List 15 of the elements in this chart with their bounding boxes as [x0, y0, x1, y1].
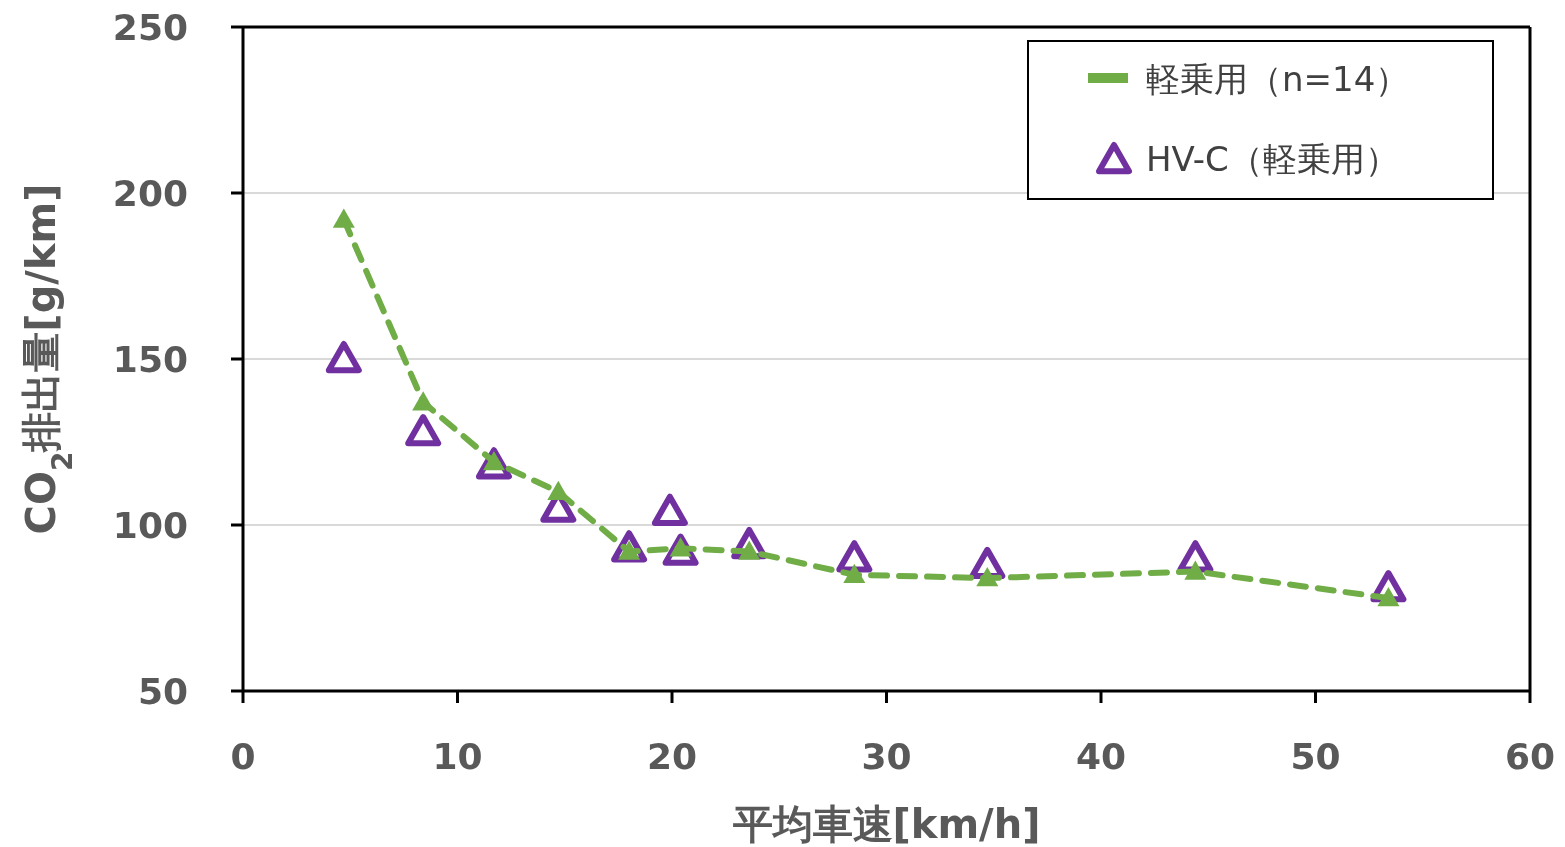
y-tick-label: 100 [112, 505, 188, 546]
x-tick-label: 30 [861, 736, 912, 777]
x-tick-label: 20 [646, 736, 698, 777]
y-tick-label: 150 [112, 339, 188, 380]
x-tick-label: 40 [1075, 736, 1127, 777]
x-tick-label: 10 [432, 736, 483, 777]
y-tick-label: 200 [112, 173, 188, 214]
x-tick-label: 0 [230, 736, 256, 777]
y-tick-label: 250 [112, 7, 188, 48]
x-axis-title: 平均車速[km/h] [731, 801, 1041, 847]
x-tick-label: 60 [1504, 736, 1556, 777]
x-tick-label: 50 [1290, 736, 1341, 777]
y-tick-label: 50 [137, 671, 188, 712]
legend-label: HV-C（軽乗用） [1146, 139, 1399, 179]
legend-label: 軽乗用（n=14） [1146, 59, 1410, 99]
